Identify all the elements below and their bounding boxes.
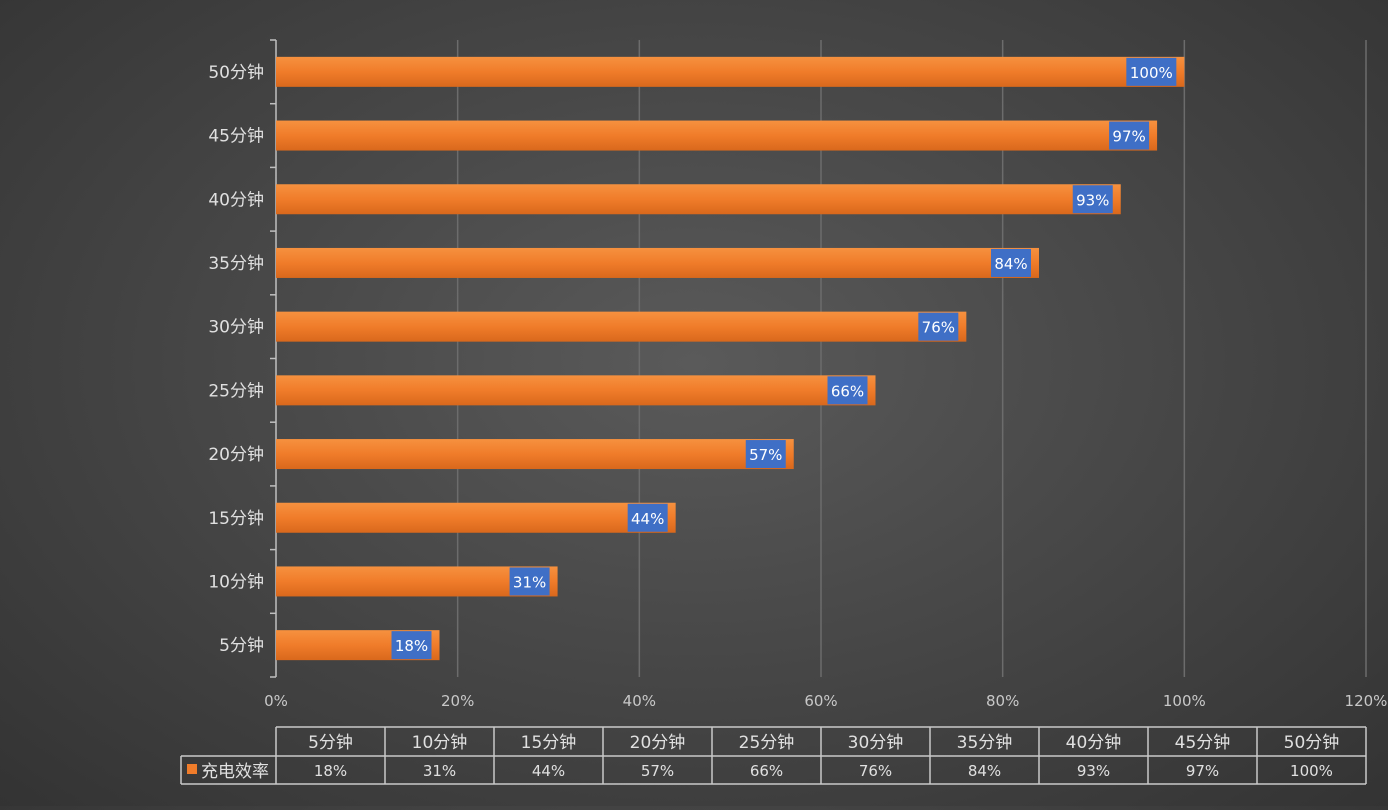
table-header-cell: 30分钟 [848,733,904,753]
x-tick-label: 100% [1163,692,1206,710]
table-header-cell: 50分钟 [1284,733,1340,753]
category-label: 5分钟 [219,636,264,656]
data-table: 5分钟 18% 10分钟 31% 15分钟 44% 20分钟 57% 25分钟 66% 30分钟 76… [180,726,1367,785]
table-value-cell: 100% [1290,762,1333,780]
category-label: 25分钟 [208,381,264,401]
table-header-cell: 10分钟 [412,733,468,753]
category-label: 10分钟 [208,572,264,592]
table-value-cell: 76% [859,762,892,780]
data-label: 66% [831,382,864,400]
legend-swatch [187,764,197,774]
bar [276,375,876,406]
data-label-bg [745,440,786,469]
data-label-bg [918,312,959,341]
data-label-bg [391,631,432,660]
table-value-cell: 84% [968,762,1001,780]
table-value-cell: 66% [750,762,783,780]
table-value-cell: 57% [641,762,674,780]
data-label-bg [1126,57,1177,86]
data-label-bg [991,248,1031,277]
table-value-cell: 97% [1186,762,1219,780]
bar [276,56,1185,87]
bar [276,120,1158,151]
data-label-bg [509,567,550,596]
table-value-cell: 93% [1077,762,1110,780]
category-label: 15分钟 [208,509,264,529]
bar [276,247,1039,278]
data-label-bg [627,503,668,532]
x-tick-label: 80% [986,692,1019,710]
table-header-cell: 20分钟 [630,733,686,753]
bar [276,184,1121,215]
x-tick-label: 20% [441,692,474,710]
data-label-bg [1109,121,1150,150]
bars [276,56,1185,661]
x-tick-label: 60% [804,692,837,710]
table-value-cell: 31% [423,762,456,780]
data-label: 84% [994,255,1027,273]
data-label: 31% [513,573,546,591]
data-label: 44% [631,510,664,528]
category-label: 20分钟 [208,445,264,465]
data-label: 100% [1130,64,1173,82]
data-label: 76% [922,319,955,337]
table-value-cell: 44% [532,762,565,780]
x-tick-label: 120% [1345,692,1388,710]
data-label: 57% [749,446,782,464]
bar [276,439,794,470]
category-label: 30分钟 [208,318,264,338]
y-axis [270,39,277,678]
table-header-cell: 35分钟 [957,733,1013,753]
table-header-cell: 15分钟 [521,733,577,753]
data-label: 93% [1076,191,1109,209]
table-value-cell: 18% [314,762,347,780]
table-header-cell: 45分钟 [1175,733,1231,753]
category-label: 35分钟 [208,254,264,274]
category-label: 40分钟 [208,190,264,210]
data-label: 18% [395,637,428,655]
category-label: 50分钟 [208,63,264,83]
data-label: 97% [1112,128,1145,146]
category-label: 45分钟 [208,127,264,147]
category-labels: 5分钟 10分钟 15分钟 20分钟 25分钟 30分钟 35分钟 40分钟 45分钟 50分钟 [208,63,264,656]
table-header-cell: 25分钟 [739,733,795,753]
data-label-bg [827,376,868,405]
x-tick-label: 40% [623,692,656,710]
table-header-cell: 40分钟 [1066,733,1122,753]
data-labels: 18% 31% 44% 57% 66% 76% 84% 93% 97% 100% [391,57,1177,660]
data-label-bg [1072,185,1113,214]
table-header-cell: 5分钟 [308,733,353,753]
legend-label: 充电效率 [201,762,269,782]
x-axis-ticks: 0% 20% 40% 60% 80% 100% 120% [264,692,1387,710]
bar [276,502,676,533]
x-tick-label: 0% [264,692,288,710]
bar [276,311,967,342]
